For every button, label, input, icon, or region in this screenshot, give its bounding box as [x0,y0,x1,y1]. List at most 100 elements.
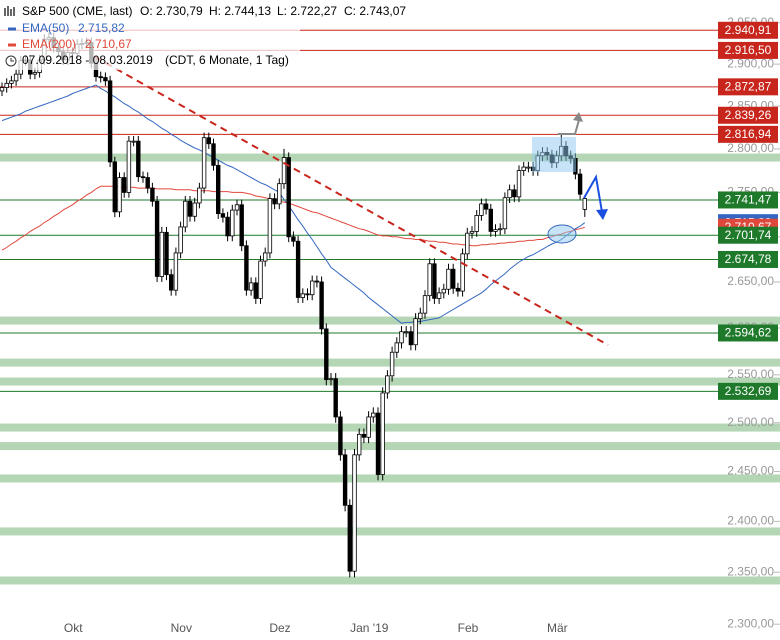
candle-body [239,204,244,247]
candle-body [450,268,456,289]
candle-body [164,231,169,276]
candle-body [234,204,240,211]
candle-body [497,228,503,231]
candle-body [173,252,179,291]
candle-body [455,287,461,292]
support-zone [0,423,780,432]
candle-body [403,331,409,334]
level-value-box [718,226,778,244]
candle-body [225,216,230,237]
candle-body [493,229,498,232]
candle-body [168,274,174,291]
candle-body [356,433,362,456]
level-value-box [718,125,778,143]
level-value-box [718,78,778,96]
candle-body [361,433,367,438]
y-tick-label: 2.900,00 [727,56,774,70]
y-tick-label: 2.500,00 [727,415,774,429]
chart-subtitle: (CDT, 6 Monate, 1 Tag) [165,53,289,67]
candle-body [446,268,451,290]
level-value-box [718,250,778,268]
candle-body [220,213,226,218]
level-value-box [718,191,778,209]
level-value-label: 2.594,62 [725,326,772,340]
candle-body [371,412,376,418]
candle-body [32,72,38,75]
candle-body [582,198,587,210]
support-zone [0,153,780,162]
candle-body [328,378,334,381]
candle-body [126,140,132,193]
level-value-label: 2.674,78 [725,252,772,266]
candle-body [427,263,432,297]
candle-body [441,288,446,294]
level-value-box [718,324,778,342]
legend-label: EMA(200) [22,37,76,51]
candle-body [418,312,423,320]
x-tick-label: Dez [269,621,290,635]
candle-body [366,416,371,438]
candle-body [436,292,442,299]
candle-body [314,280,320,283]
trend-line [94,56,609,346]
level-value-label: 2.940,91 [725,23,772,37]
ema-line [1,185,585,251]
candle-body [394,342,399,353]
annotations [94,56,609,346]
level-value-label: 2.839,26 [725,108,772,122]
candle-body [258,260,263,299]
level-value-label: 2.741,47 [725,193,772,207]
candle-body [187,200,193,217]
candle-body [201,137,207,189]
candle-body [262,252,268,262]
candle-body [206,137,211,145]
candle-body [286,157,291,238]
level-value-box [718,21,778,39]
candle-body [300,293,305,298]
candle-body [291,236,296,242]
y-tick-label: 2.300,00 [727,616,774,630]
support-zone [0,377,780,386]
candle-body [98,76,103,79]
candle-body [192,202,197,217]
quote-low: L: 2.722,27 [277,4,337,18]
support-zone [0,576,780,585]
x-tick-label: Jan '19 [350,621,389,635]
candle-body [253,282,258,299]
candle-body [277,183,282,205]
candle-body [145,177,150,189]
candle-body [281,157,287,185]
clock-icon [5,55,17,67]
candle-body [267,198,273,254]
candle-body [380,392,385,475]
legend-label: EMA(50) [22,21,69,35]
candle-body [408,331,414,346]
candle-body [230,209,235,237]
legend: S&P 500 (CME, last) O: 2.730,79 H: 2.744… [0,2,406,70]
candle-body [272,198,277,205]
candle-body [248,282,254,291]
candle-body [309,280,315,296]
chart-title: S&P 500 (CME, last) [22,4,132,18]
candle-body [319,281,324,330]
candle-body [521,166,526,171]
level-value-label: 2.816,94 [725,127,772,141]
candle-body [479,203,484,216]
y-tick-label: 2.650,00 [727,274,774,288]
candle-body [150,187,155,202]
candle-body [347,504,352,572]
support-zone [0,442,780,451]
candle-body [117,177,122,213]
candle-body [211,143,216,166]
candle-body [154,200,160,277]
candle-body [159,231,164,277]
candle-body [183,200,188,228]
level-value-box [718,382,778,400]
level-value-label: 2.532,69 [725,384,772,398]
candle-body [483,203,489,210]
plot-area [0,29,780,585]
level-value-box [718,106,778,124]
candle-body [324,328,329,381]
